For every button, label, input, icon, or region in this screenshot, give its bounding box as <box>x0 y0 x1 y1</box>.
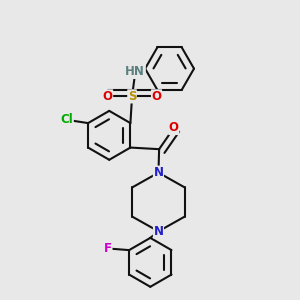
Text: O: O <box>103 90 112 103</box>
Text: N: N <box>154 225 164 238</box>
Text: S: S <box>128 90 136 103</box>
Text: HN: HN <box>125 65 145 78</box>
Text: O: O <box>169 122 179 134</box>
Text: O: O <box>152 90 161 103</box>
Text: Cl: Cl <box>61 113 73 126</box>
Text: N: N <box>154 166 164 179</box>
Text: F: F <box>104 242 112 255</box>
